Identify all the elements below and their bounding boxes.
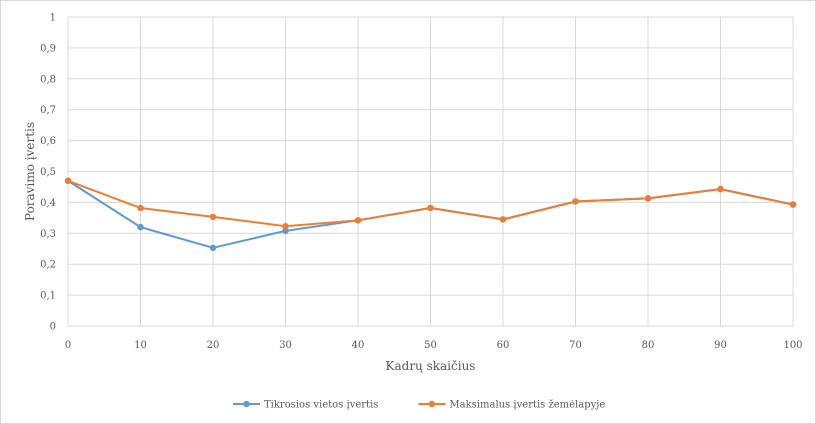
y-tick-label: 0,8 (40, 74, 56, 85)
x-tick-label: 40 (352, 340, 365, 351)
y-tick-label: 0,5 (40, 167, 56, 178)
x-tick-label: 50 (424, 340, 437, 351)
legend: Tikrosios vietos įvertis Maksimalus įvert… (233, 400, 605, 411)
legend-label: Maksimalus įvertis žemėlapyje (449, 400, 605, 411)
data-point (282, 222, 289, 230)
legend-label: Tikrosios vietos įvertis (264, 400, 378, 411)
x-tick-label: 30 (279, 340, 292, 351)
data-point (427, 204, 434, 212)
x-tick-label: 10 (134, 340, 147, 351)
y-tick-label: 1 (50, 13, 56, 24)
data-point (64, 177, 72, 184)
legend-item: Maksimalus įvertis žemėlapyje (418, 400, 605, 411)
data-point (789, 201, 797, 208)
y-tick-label: 0 (50, 322, 56, 333)
gridlines (67, 16, 794, 327)
x-axis-title: Kadrų skaičius (386, 359, 476, 373)
legend-point-marker (243, 400, 250, 408)
y-tick-label: 0,4 (40, 198, 56, 209)
y-tick-label: 0,7 (40, 105, 56, 116)
y-tick-label: 0,1 (40, 291, 56, 302)
data-point (354, 217, 362, 224)
x-tick-label: 100 (783, 340, 802, 351)
x-tick-label: 90 (714, 340, 727, 351)
y-axis-tick-labels: 0 0,1 0,2 0,3 0,4 0,5 0,6 0,7 0,8 0,9 1 (40, 13, 56, 333)
data-point (644, 195, 652, 202)
data-point (717, 185, 724, 193)
y-tick-label: 0,6 (40, 136, 56, 147)
y-tick-label: 0,3 (40, 229, 56, 240)
legend-item: Tikrosios vietos įvertis (233, 400, 378, 411)
data-point (137, 223, 144, 231)
legend-point-marker (428, 400, 436, 408)
y-axis-title: Poravimo įvertis (23, 122, 37, 221)
x-tick-label: 70 (569, 340, 582, 351)
data-point (209, 244, 217, 252)
x-tick-label: 20 (207, 340, 220, 351)
data-point (499, 216, 507, 223)
data-point (572, 198, 579, 205)
data-point (209, 213, 217, 221)
y-tick-label: 0,9 (40, 43, 56, 54)
x-tick-label: 80 (642, 340, 655, 351)
x-tick-label: 0 (65, 340, 71, 351)
data-point (282, 227, 289, 235)
x-axis-tick-labels: 0 10 20 30 40 50 60 70 80 90 100 (65, 340, 803, 351)
data-point (137, 204, 144, 212)
y-tick-label: 0,2 (40, 260, 56, 271)
series-lines (64, 177, 797, 252)
x-tick-label: 60 (497, 340, 510, 351)
